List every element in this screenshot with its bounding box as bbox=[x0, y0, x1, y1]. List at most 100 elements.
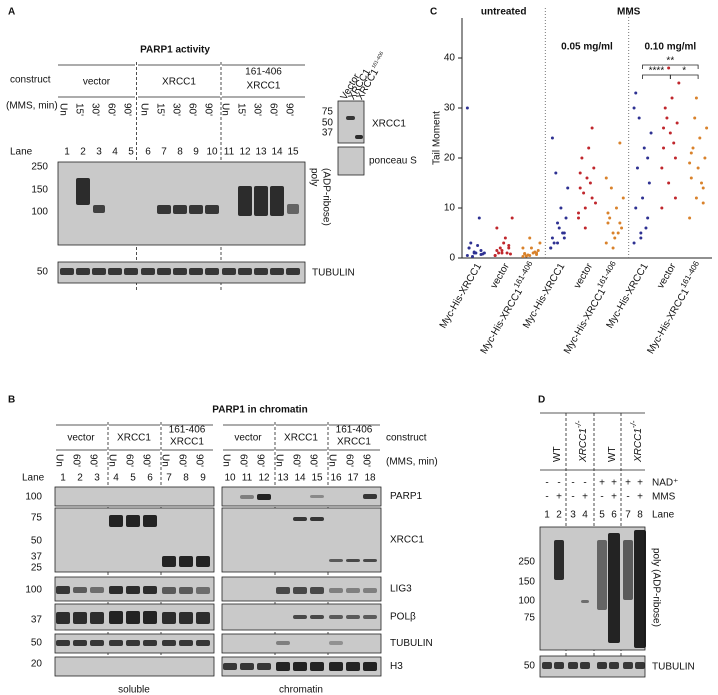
band bbox=[205, 205, 219, 214]
band bbox=[346, 116, 355, 120]
mw-marker: 100 bbox=[518, 596, 535, 607]
data-point bbox=[639, 231, 643, 235]
data-point bbox=[620, 226, 624, 230]
band bbox=[554, 540, 564, 580]
band bbox=[109, 611, 123, 624]
condition-sign: - bbox=[557, 478, 560, 489]
band bbox=[635, 662, 645, 669]
mw-marker: 50 bbox=[322, 118, 334, 129]
band bbox=[293, 662, 307, 671]
band bbox=[581, 600, 589, 603]
data-point bbox=[578, 171, 582, 175]
mw-marker: 50 bbox=[524, 661, 536, 672]
condition-sign: - bbox=[626, 492, 629, 503]
group-label: 0.10 mg/ml bbox=[644, 42, 696, 53]
lane-number: 3 bbox=[570, 510, 576, 521]
data-point bbox=[472, 250, 476, 254]
lane-number: 12 bbox=[239, 147, 251, 158]
data-point bbox=[470, 255, 474, 258]
category-name: Myc-His-XRCC1 bbox=[645, 286, 691, 355]
lane-number: 12 bbox=[258, 473, 270, 484]
data-point bbox=[577, 216, 580, 220]
x-tick-label: vector bbox=[488, 261, 511, 291]
category-name: vector bbox=[572, 261, 595, 291]
mw-marker: 100 bbox=[31, 207, 48, 218]
mw-marker: 37 bbox=[322, 128, 334, 139]
data-point bbox=[497, 251, 501, 255]
y-tick-label: 40 bbox=[444, 53, 456, 64]
band bbox=[276, 641, 290, 645]
construct-name: XRCC1 bbox=[284, 433, 318, 444]
data-point bbox=[503, 236, 507, 240]
category-name: Myc-His-XRCC1 bbox=[478, 286, 524, 355]
data-point bbox=[585, 176, 589, 180]
data-point bbox=[583, 226, 587, 230]
data-point bbox=[479, 249, 483, 252]
data-point bbox=[660, 206, 664, 210]
time-label: 60' bbox=[70, 454, 81, 467]
construct-name: XRCC1 bbox=[162, 77, 196, 88]
data-point bbox=[606, 221, 610, 225]
data-point bbox=[660, 166, 664, 170]
data-point bbox=[698, 136, 702, 140]
blot-label: TUBULIN bbox=[390, 638, 433, 649]
data-point bbox=[556, 241, 560, 245]
band bbox=[554, 662, 564, 669]
data-point bbox=[701, 201, 705, 205]
data-point bbox=[637, 116, 641, 120]
data-point bbox=[538, 241, 542, 245]
band bbox=[109, 515, 123, 527]
band bbox=[143, 515, 157, 527]
data-point bbox=[550, 136, 554, 140]
mw-marker: 250 bbox=[31, 162, 48, 173]
data-point bbox=[582, 191, 586, 195]
data-point bbox=[611, 246, 615, 250]
data-point bbox=[675, 121, 679, 125]
band bbox=[73, 612, 87, 624]
band bbox=[568, 662, 578, 669]
lane-number: 8 bbox=[637, 510, 643, 521]
significance-bracket bbox=[669, 74, 699, 79]
row-label: Lane bbox=[22, 473, 45, 484]
band bbox=[76, 178, 90, 205]
blot-label: ponceau S bbox=[369, 156, 417, 167]
blot-label: TUBULIN bbox=[652, 662, 695, 673]
category-superscript: 161-406 bbox=[595, 259, 618, 289]
genotype-name: XRCC1 bbox=[633, 428, 644, 463]
lane-number: 13 bbox=[277, 473, 289, 484]
category-superscript: 161-406 bbox=[512, 259, 535, 289]
lane-number: 18 bbox=[364, 473, 376, 484]
time-label: 60' bbox=[186, 103, 197, 116]
lane-number: 8 bbox=[177, 147, 183, 158]
band bbox=[90, 612, 104, 624]
band bbox=[329, 615, 343, 619]
band bbox=[126, 611, 140, 624]
group-label: 0.05 mg/ml bbox=[561, 42, 613, 53]
band bbox=[363, 615, 377, 619]
time-label: 90' bbox=[121, 103, 132, 116]
lane-number: 6 bbox=[611, 510, 617, 521]
time-label: 90' bbox=[360, 454, 371, 467]
band bbox=[173, 268, 187, 275]
data-point bbox=[500, 249, 504, 252]
band bbox=[346, 588, 360, 593]
band bbox=[173, 205, 187, 214]
data-point bbox=[670, 96, 674, 100]
row-label: Lane bbox=[10, 147, 33, 158]
band bbox=[257, 494, 271, 500]
band bbox=[346, 662, 360, 671]
lane-number: 7 bbox=[625, 510, 631, 521]
data-point bbox=[663, 106, 667, 110]
data-point bbox=[613, 236, 617, 240]
construct-superscript: 161-406 bbox=[169, 425, 206, 436]
data-point bbox=[616, 231, 620, 235]
data-point bbox=[632, 241, 636, 245]
data-point bbox=[587, 146, 591, 150]
band bbox=[254, 186, 268, 216]
condition-sign: + bbox=[599, 478, 605, 489]
condition-sign: - bbox=[571, 478, 574, 489]
blot bbox=[54, 656, 215, 677]
condition-sign: + bbox=[582, 492, 588, 503]
data-point bbox=[564, 216, 568, 220]
data-point bbox=[689, 151, 693, 155]
